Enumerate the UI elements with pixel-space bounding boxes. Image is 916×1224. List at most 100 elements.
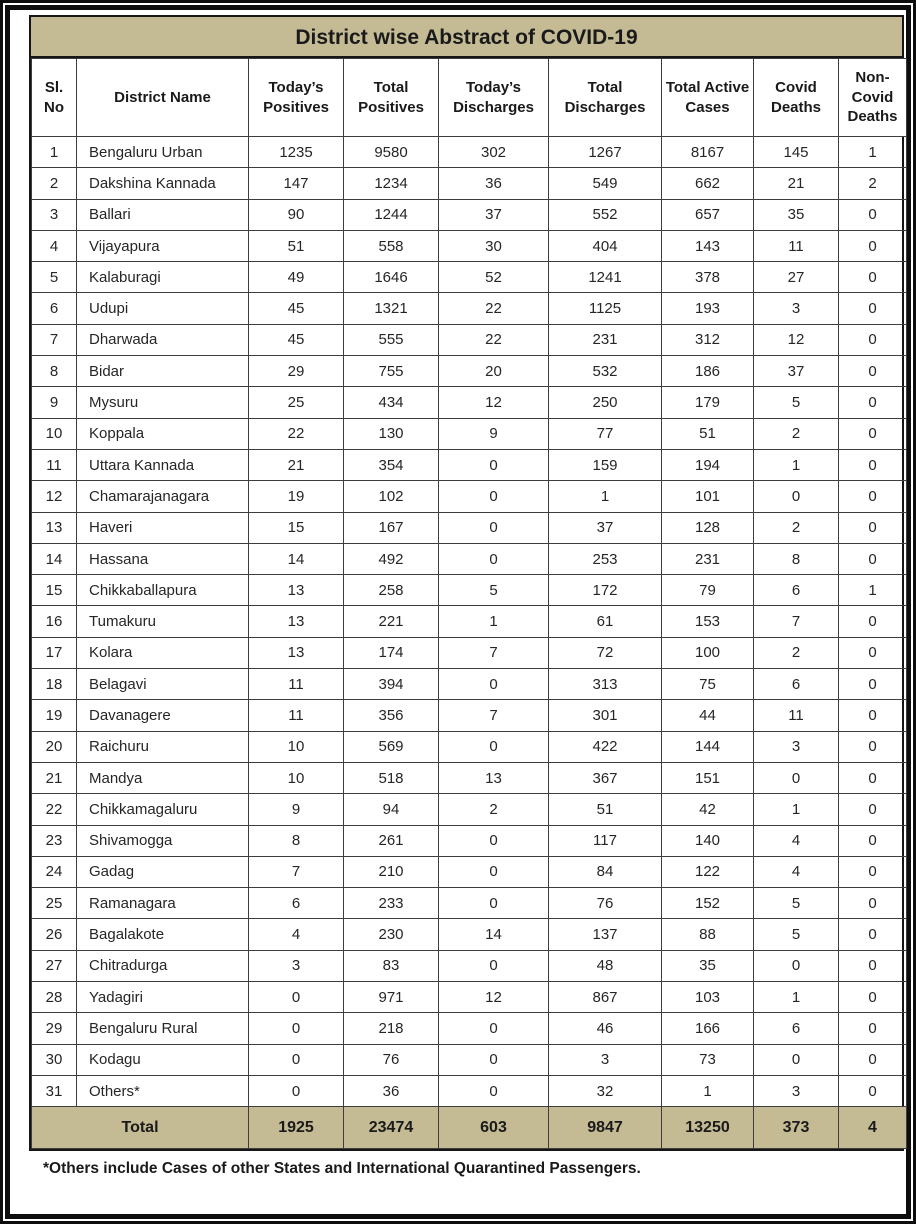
column-header: Total Positives [343, 58, 439, 137]
value-cell: 153 [661, 605, 754, 638]
value-cell: 61 [548, 605, 662, 638]
district-name-cell: Others* [76, 1074, 249, 1108]
value-cell: 46 [548, 1012, 662, 1045]
column-header: Today’s Positives [248, 58, 344, 137]
table-row: 26 Bagalakote 4 230 14 137 88 5 0 [31, 918, 907, 951]
table-row: 28 Yadagiri 0 971 12 867 103 1 0 [31, 981, 907, 1014]
value-cell: 27 [31, 949, 77, 983]
value-cell: 0 [838, 417, 907, 450]
value-cell: 1234 [343, 167, 439, 200]
table-row: 29 Bengaluru Rural 0 218 0 46 166 6 0 [31, 1012, 907, 1045]
district-name-cell: Bidar [76, 355, 249, 388]
value-cell: 30 [31, 1043, 77, 1076]
value-cell: 5 [753, 386, 839, 419]
value-cell: 394 [343, 668, 439, 701]
value-cell: 261 [343, 824, 439, 857]
table-row: 14 Hassana 14 492 0 253 231 8 0 [31, 542, 907, 576]
value-cell: 77 [548, 417, 662, 450]
value-cell: 6 [753, 574, 839, 607]
value-cell: 172 [548, 574, 662, 607]
value-cell: 130 [343, 417, 439, 450]
value-cell: 94 [343, 793, 439, 826]
table-body: 1 Bengaluru Urban 1235 9580 302 1267 8167 145 1 2… [31, 135, 907, 1108]
value-cell: 1321 [343, 292, 439, 325]
value-cell: 0 [838, 824, 907, 857]
value-cell: 22 [438, 292, 549, 325]
value-cell: 0 [838, 981, 907, 1014]
table-row: 25 Ramanagara 6 233 0 76 152 5 0 [31, 887, 907, 920]
table-row: 8 Bidar 29 755 20 532 186 37 0 [31, 355, 907, 388]
value-cell: 0 [438, 1012, 549, 1045]
value-cell: 0 [838, 887, 907, 920]
value-cell: 0 [838, 1012, 907, 1045]
value-cell: 0 [838, 1043, 907, 1076]
value-cell: 662 [661, 167, 754, 200]
value-cell: 0 [438, 730, 549, 763]
value-cell: 194 [661, 448, 754, 482]
table-footer: Total 1925 23474 603 9847 13250 373 4 [31, 1106, 907, 1150]
value-cell: 193 [661, 292, 754, 325]
value-cell: 52 [438, 261, 549, 294]
value-cell: 8 [31, 355, 77, 388]
total-label: Total [31, 1106, 249, 1150]
district-name-cell: Bengaluru Urban [76, 135, 249, 169]
value-cell: 6 [753, 668, 839, 701]
covid-abstract-table-container: District wise Abstract of COVID-19 Sl. N… [29, 15, 907, 1152]
value-cell: 37 [438, 198, 549, 231]
value-cell: 13 [31, 511, 77, 544]
value-cell: 26 [31, 918, 77, 951]
value-cell: 0 [438, 1074, 549, 1108]
value-cell: 23 [31, 824, 77, 857]
value-cell: 378 [661, 261, 754, 294]
value-cell: 30 [438, 229, 549, 263]
value-cell: 7 [438, 699, 549, 732]
district-name-cell: Chikkaballapura [76, 574, 249, 607]
table-row: 10 Koppala 22 130 9 77 51 2 0 [31, 417, 907, 450]
value-cell: 230 [343, 918, 439, 951]
value-cell: 1 [661, 1074, 754, 1108]
value-cell: 1 [753, 793, 839, 826]
value-cell: 36 [343, 1074, 439, 1108]
table-row: 12 Chamarajanagara 19 102 0 1 101 0 0 [31, 480, 907, 513]
value-cell: 4 [753, 855, 839, 889]
value-cell: 7 [753, 605, 839, 638]
value-cell: 49 [248, 261, 344, 294]
value-cell: 15 [31, 574, 77, 607]
table-header: Sl. No District Name Today’s Positives Tota… [31, 58, 907, 137]
table-row: 20 Raichuru 10 569 0 422 144 3 0 [31, 730, 907, 763]
value-cell: 4 [753, 824, 839, 857]
table-row: 18 Belagavi 11 394 0 313 75 6 0 [31, 668, 907, 701]
value-cell: 103 [661, 981, 754, 1014]
value-cell: 179 [661, 386, 754, 419]
value-cell: 145 [753, 135, 839, 169]
value-cell: 8 [248, 824, 344, 857]
value-cell: 35 [753, 198, 839, 231]
value-cell: 1 [838, 574, 907, 607]
value-cell: 24 [31, 855, 77, 889]
value-cell: 258 [343, 574, 439, 607]
total-value-cell: 9847 [548, 1106, 662, 1150]
value-cell: 0 [248, 1043, 344, 1076]
value-cell: 0 [753, 1043, 839, 1076]
page-border-inner: District wise Abstract of COVID-19 Sl. N… [5, 5, 911, 1219]
value-cell: 42 [661, 793, 754, 826]
value-cell: 1 [31, 135, 77, 169]
value-cell: 144 [661, 730, 754, 763]
value-cell: 140 [661, 824, 754, 857]
value-cell: 231 [661, 542, 754, 576]
value-cell: 1 [753, 448, 839, 482]
value-cell: 167 [343, 511, 439, 544]
table-row: 22 Chikkamagaluru 9 94 2 51 42 1 0 [31, 793, 907, 826]
value-cell: 0 [838, 730, 907, 763]
district-name-cell: Uttara Kannada [76, 448, 249, 482]
value-cell: 0 [838, 292, 907, 325]
value-cell: 3 [753, 730, 839, 763]
value-cell: 21 [31, 761, 77, 795]
value-cell: 152 [661, 887, 754, 920]
total-value-cell: 13250 [661, 1106, 754, 1150]
value-cell: 14 [438, 918, 549, 951]
value-cell: 7 [31, 323, 77, 357]
value-cell: 3 [548, 1043, 662, 1076]
value-cell: 367 [548, 761, 662, 795]
value-cell: 151 [661, 761, 754, 795]
